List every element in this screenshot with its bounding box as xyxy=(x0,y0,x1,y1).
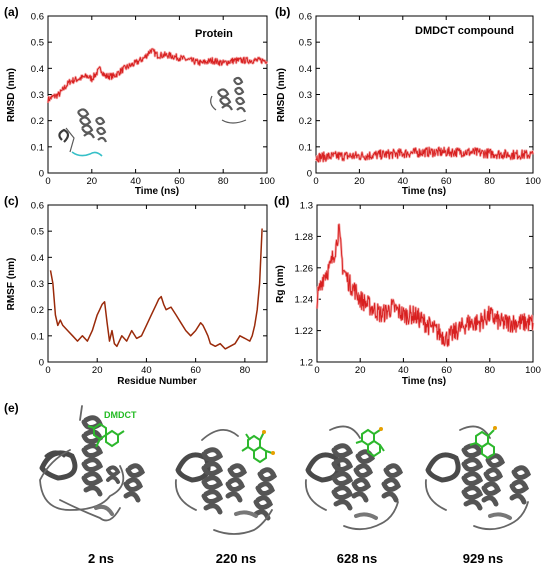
y-axis-label: Rg (nm) xyxy=(275,265,286,303)
y-tick-label: 0.3 xyxy=(31,90,44,101)
panel-label: (a) xyxy=(4,5,19,19)
y-tick-label: 0.5 xyxy=(31,227,44,238)
x-tick-label: 60 xyxy=(174,176,185,187)
y-tick-label: 1.22 xyxy=(295,326,314,337)
panel-label: (b) xyxy=(275,5,290,19)
y-tick-label: 0.2 xyxy=(31,116,44,127)
ligand-molecule-icon xyxy=(355,427,385,458)
x-tick-label: 60 xyxy=(441,365,452,376)
plot-frame xyxy=(47,15,268,174)
x-tick-label: 100 xyxy=(259,176,275,187)
panel-a-rmsd-protein: (a) Protein Time (ns) RMSD (nm) 0 20 40 60 8… xyxy=(4,5,275,197)
x-tick-label: 0 xyxy=(45,176,50,187)
panel-label: (d) xyxy=(274,194,289,208)
y-axis-label: RMSD (nm) xyxy=(276,68,287,122)
y-tick-label: 0.1 xyxy=(299,142,312,153)
panel-label: (e) xyxy=(4,401,19,415)
y-axis-label: RMSF (nm) xyxy=(6,258,17,311)
protein-ribbon-icon xyxy=(424,425,532,531)
panel-b-rmsd-ligand: (b) DMDCT compound Time (ns) RMSD (nm) 0… xyxy=(275,5,541,197)
x-tick-label: 40 xyxy=(398,176,409,187)
y-tick-label: 1.26 xyxy=(295,263,314,274)
x-tick-label: 20 xyxy=(354,176,365,187)
protein-ribbon-icon xyxy=(39,405,146,522)
x-tick-label: 80 xyxy=(240,365,251,376)
y-tick-label: 0.6 xyxy=(31,12,44,23)
protein-structure-inset-icon xyxy=(210,76,247,124)
y-tick-label: 0.4 xyxy=(31,253,44,264)
y-tick-label: 0 xyxy=(39,358,44,369)
x-axis-label: Time (ns) xyxy=(402,376,446,387)
y-tick-label: 0.2 xyxy=(31,305,44,316)
protein-structure-inset-icon xyxy=(58,108,108,157)
y-tick-label: 0.5 xyxy=(31,38,44,49)
y-tick-label: 0.6 xyxy=(299,12,312,23)
x-tick-label: 0 xyxy=(313,176,318,187)
panel-label: (c) xyxy=(4,194,19,208)
x-tick-label: 60 xyxy=(190,365,201,376)
panel-d-rg: (d) Time (ns) Rg (nm) 0 20 40 60 80 100 1.2 1.2… xyxy=(274,194,541,387)
panel-c-rmsf: (c) Residue Number RMSF (nm) 0 20 40 60 80 0 0… xyxy=(4,194,268,387)
x-tick-label: 20 xyxy=(92,365,103,376)
series-line xyxy=(315,146,534,163)
y-tick-label: 0 xyxy=(307,169,312,180)
snapshot-time-label: 2 ns xyxy=(88,551,114,566)
x-tick-label: 40 xyxy=(398,365,409,376)
y-tick-label: 0.4 xyxy=(31,64,44,75)
y-tick-label: 0.1 xyxy=(31,142,44,153)
series-line xyxy=(49,228,263,350)
x-tick-label: 40 xyxy=(141,365,152,376)
x-tick-label: 80 xyxy=(218,176,229,187)
y-tick-label: 0 xyxy=(39,169,44,180)
x-tick-label: 40 xyxy=(130,176,141,187)
y-tick-label: 0.6 xyxy=(31,201,44,212)
snapshot-time-label: 929 ns xyxy=(463,551,503,566)
y-tick-label: 1.2 xyxy=(300,358,313,369)
x-tick-label: 0 xyxy=(314,365,319,376)
x-axis-label: Residue Number xyxy=(117,376,197,387)
y-tick-label: 0.3 xyxy=(31,279,44,290)
y-tick-label: 1.28 xyxy=(295,232,314,243)
protein-ribbon-icon xyxy=(174,429,278,535)
x-axis-label: Time (ns) xyxy=(135,186,179,197)
y-tick-label: 0.5 xyxy=(299,38,312,49)
ligand-molecule-icon xyxy=(87,422,125,448)
series-line xyxy=(316,223,534,347)
plot-frame xyxy=(316,204,534,363)
protein-ribbon-icon xyxy=(304,425,404,531)
x-tick-label: 20 xyxy=(87,176,98,187)
y-tick-label: 0.1 xyxy=(31,331,44,342)
x-tick-label: 60 xyxy=(441,176,452,187)
x-tick-label: 20 xyxy=(355,365,366,376)
series-line xyxy=(47,48,268,103)
panel-e-snapshots: (e) DMDCT 2 ns xyxy=(4,401,532,566)
x-axis-label: Time (ns) xyxy=(402,186,446,197)
x-tick-label: 80 xyxy=(485,365,496,376)
x-tick-label: 100 xyxy=(525,176,541,187)
ligand-molecule-icon xyxy=(241,430,275,464)
x-tick-label: 80 xyxy=(484,176,495,187)
ligand-label: DMDCT xyxy=(104,410,137,420)
x-tick-label: 100 xyxy=(525,365,541,376)
snapshot-time-label: 628 ns xyxy=(337,551,377,566)
y-tick-label: 1.3 xyxy=(300,201,313,212)
ligand-molecule-icon xyxy=(469,426,497,460)
y-tick-label: 1.24 xyxy=(295,295,314,306)
y-tick-label: 0.4 xyxy=(299,64,312,75)
y-tick-label: 0.3 xyxy=(299,90,312,101)
y-axis-label: RMSD (nm) xyxy=(6,68,17,122)
chart-title: Protein xyxy=(195,28,233,40)
x-tick-label: 0 xyxy=(45,365,50,376)
snapshot-time-label: 220 ns xyxy=(216,551,256,566)
y-tick-label: 0.2 xyxy=(299,116,312,127)
chart-title: DMDCT compound xyxy=(415,25,514,37)
